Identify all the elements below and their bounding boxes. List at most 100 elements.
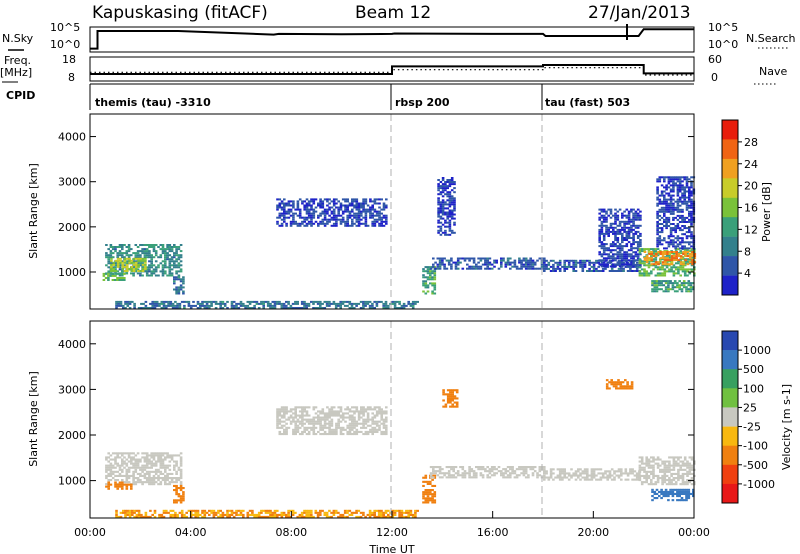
data-cell: [678, 492, 681, 495]
data-cell: [323, 420, 327, 423]
data-cell: [488, 470, 492, 473]
data-cell: [174, 515, 177, 518]
data-cell: [671, 488, 675, 491]
data-cell: [143, 458, 147, 461]
data-cell: [182, 276, 185, 279]
data-cell: [175, 454, 178, 457]
data-cell: [669, 180, 673, 183]
data-cell: [477, 257, 480, 260]
data-cell: [679, 258, 682, 261]
data-cell: [210, 300, 213, 303]
data-cell: [296, 214, 300, 217]
data-cell: [632, 218, 635, 221]
data-cell: [104, 277, 108, 279]
data-cell: [431, 284, 434, 287]
data-cell: [636, 253, 640, 256]
data-cell: [346, 433, 349, 436]
data-cell: [127, 254, 131, 257]
data-cell: [527, 265, 530, 268]
data-cell: [364, 212, 368, 215]
data-cell: [148, 458, 151, 461]
x-tick-label: 16:00: [477, 526, 509, 539]
data-cell: [424, 499, 428, 502]
data-cell: [663, 477, 667, 480]
data-cell: [661, 474, 664, 477]
data-cell: [638, 474, 642, 477]
data-cell: [175, 493, 178, 496]
data-cell: [667, 202, 671, 205]
data-cell: [669, 204, 673, 207]
data-cell: [126, 509, 130, 512]
data-cell: [658, 214, 662, 217]
data-cell: [685, 190, 689, 193]
station-title: Kapuskasing (fitACF): [92, 3, 268, 23]
data-cell: [504, 468, 508, 471]
data-cell: [660, 490, 663, 493]
data-cell: [669, 223, 673, 225]
data-cell: [672, 223, 675, 225]
data-cell: [321, 220, 325, 223]
data-cell: [143, 250, 147, 253]
data-cell: [366, 430, 370, 433]
data-cell: [626, 474, 630, 477]
data-cell: [278, 204, 282, 207]
x-tick-label: 08:00: [275, 526, 307, 539]
data-cell: [581, 261, 585, 264]
data-cell: [431, 282, 434, 285]
data-cell: [605, 257, 608, 260]
data-cell: [656, 186, 659, 189]
data-cell: [448, 183, 452, 186]
data-cell: [303, 418, 306, 421]
data-cell: [574, 478, 578, 481]
data-cell: [316, 511, 320, 514]
data-cell: [337, 410, 340, 413]
data-cell: [305, 410, 309, 413]
data-cell: [360, 214, 363, 217]
data-cell: [175, 250, 178, 253]
data-cell: [371, 416, 374, 419]
data-cell: [303, 307, 306, 309]
data-cell: [639, 218, 642, 221]
data-cell: [132, 274, 135, 277]
data-cell: [393, 511, 397, 514]
data-cell: [461, 257, 465, 260]
data-cell: [468, 257, 471, 260]
data-cell: [145, 454, 149, 457]
data-cell: [166, 258, 169, 261]
data-cell: [638, 479, 642, 482]
data-cell: [292, 416, 295, 419]
data-cell: [424, 276, 428, 279]
data-cell: [170, 274, 174, 277]
data-cell: [133, 302, 136, 305]
data-cell: [667, 208, 671, 211]
data-cell: [672, 176, 675, 179]
data-cell: [121, 248, 124, 251]
data-cell: [119, 300, 123, 303]
data-cell: [433, 474, 437, 477]
data-cell: [607, 214, 610, 217]
beam-label: Beam 12: [355, 3, 431, 23]
data-cell: [148, 264, 151, 267]
data-cell: [481, 474, 485, 477]
data-cell: [260, 509, 263, 512]
data-cell: [314, 198, 318, 201]
data-cell: [455, 389, 459, 392]
data-cell: [636, 237, 640, 239]
data-cell: [635, 478, 639, 481]
data-cell: [359, 515, 363, 518]
data-cell: [665, 206, 668, 209]
data-cell: [371, 433, 374, 436]
data-cell: [609, 226, 613, 229]
data-cell: [168, 258, 172, 261]
data-cell: [669, 492, 672, 495]
data-cell: [282, 307, 286, 309]
data-cell: [439, 187, 443, 190]
data-cell: [479, 257, 483, 260]
data-cell: [683, 481, 687, 484]
data-cell: [600, 222, 604, 225]
data-cell: [348, 424, 352, 427]
data-cell: [429, 499, 432, 502]
data-cell: [194, 515, 197, 518]
data-cell: [618, 255, 622, 258]
data-cell: [670, 257, 674, 260]
